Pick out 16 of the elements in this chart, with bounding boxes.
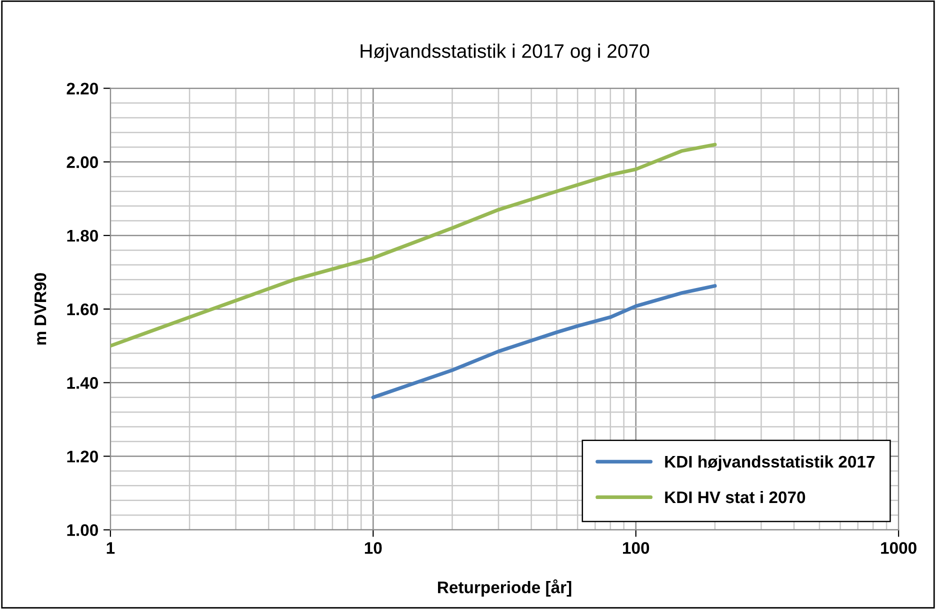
y-tick-label: 1.00 xyxy=(67,524,98,536)
y-tick-label: 2.20 xyxy=(66,82,98,95)
chart-title: Højvandsstatistik i 2017 og i 2070 xyxy=(360,44,650,62)
x-tick-label: 10 xyxy=(364,542,382,554)
x-tick-label: 1000 xyxy=(881,542,916,554)
y-tick-label: 1.80 xyxy=(67,230,98,242)
x-axis-title: Returperiode [år] xyxy=(438,579,572,597)
x-tick-label: 100 xyxy=(623,542,650,554)
y-axis-title: m DVR90 xyxy=(34,273,46,345)
y-tick-label: 1.40 xyxy=(67,377,98,389)
y-tick-label: 1.60 xyxy=(67,303,98,316)
y-tick-label: 1.20 xyxy=(67,450,98,462)
legend-label: KDI HV stat i 2070 xyxy=(665,490,806,504)
x-tick-label: 1 xyxy=(106,542,115,554)
legend-label: KDI højvandsstatistik 2017 xyxy=(665,455,875,471)
y-tick-label: 2.00 xyxy=(66,156,98,168)
